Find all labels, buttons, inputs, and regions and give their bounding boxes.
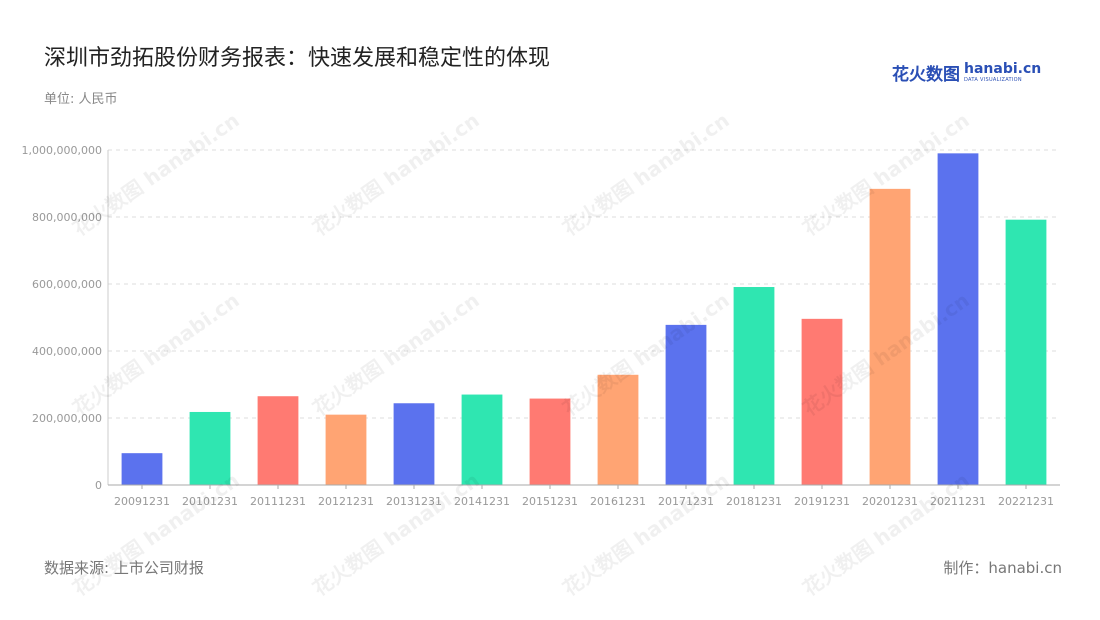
- x-tick-label: 20181231: [726, 495, 782, 508]
- bar: [869, 188, 911, 486]
- grid-layer: [108, 149, 1060, 419]
- bar: [189, 411, 231, 485]
- data-source: 数据来源: 上市公司财报: [44, 559, 204, 577]
- axis-layer: 0 200,000,000 400,000,000 600,000,000 800,00…: [22, 144, 1060, 508]
- bar: [121, 453, 163, 485]
- x-tick-label: 20141231: [454, 495, 510, 508]
- x-tick-label: 20211231: [930, 495, 986, 508]
- logo-en-block: hanabi.cn DATA VISUALIZATION: [964, 62, 1041, 83]
- logo-en-text: hanabi.cn: [964, 60, 1042, 77]
- x-tick-label: 20121231: [318, 495, 374, 508]
- x-tick-label: 20191231: [794, 495, 850, 508]
- bar: [665, 324, 707, 485]
- bar: [461, 394, 503, 485]
- unit-label: 单位: 人民币: [44, 92, 118, 107]
- logo-sub-text: DATA VISUALIZATION: [964, 76, 1022, 83]
- x-tick-label: 20171231: [658, 495, 714, 508]
- logo-cn-text: 花火数图: [892, 64, 960, 85]
- x-tick-label: 20101231: [182, 495, 238, 508]
- bar: [597, 374, 639, 485]
- y-tick-label: 1,000,000,000: [22, 144, 102, 157]
- x-tick-label: 20221231: [998, 495, 1054, 508]
- bar: [801, 318, 843, 485]
- y-tick-label: 600,000,000: [32, 278, 102, 291]
- chart-title: 深圳市劲拓股份财务报表：快速发展和稳定性的体现: [44, 46, 551, 71]
- x-tick-label: 20111231: [250, 495, 306, 508]
- bar: [325, 414, 367, 485]
- x-tick-label: 20091231: [114, 495, 170, 508]
- made-by-credit: 制作：hanabi.cn: [943, 559, 1062, 577]
- x-tick-label: 20131231: [386, 495, 442, 508]
- x-tick-label: 20201231: [862, 495, 918, 508]
- bar: [1005, 219, 1047, 485]
- bar: [257, 396, 299, 485]
- y-tick-label: 200,000,000: [32, 412, 102, 425]
- x-tick-label: 20161231: [590, 495, 646, 508]
- y-tick-label: 0: [95, 479, 102, 492]
- bar: [733, 287, 775, 485]
- bar: [529, 398, 571, 485]
- y-tick-label: 800,000,000: [32, 211, 102, 224]
- x-tick-label: 20151231: [522, 495, 578, 508]
- bar-layer: [121, 153, 1047, 486]
- bar: [393, 403, 435, 485]
- y-tick-label: 400,000,000: [32, 345, 102, 358]
- brand-logo: 花火数图 hanabi.cn DATA VISUALIZATION: [892, 60, 1041, 85]
- bar: [937, 153, 979, 485]
